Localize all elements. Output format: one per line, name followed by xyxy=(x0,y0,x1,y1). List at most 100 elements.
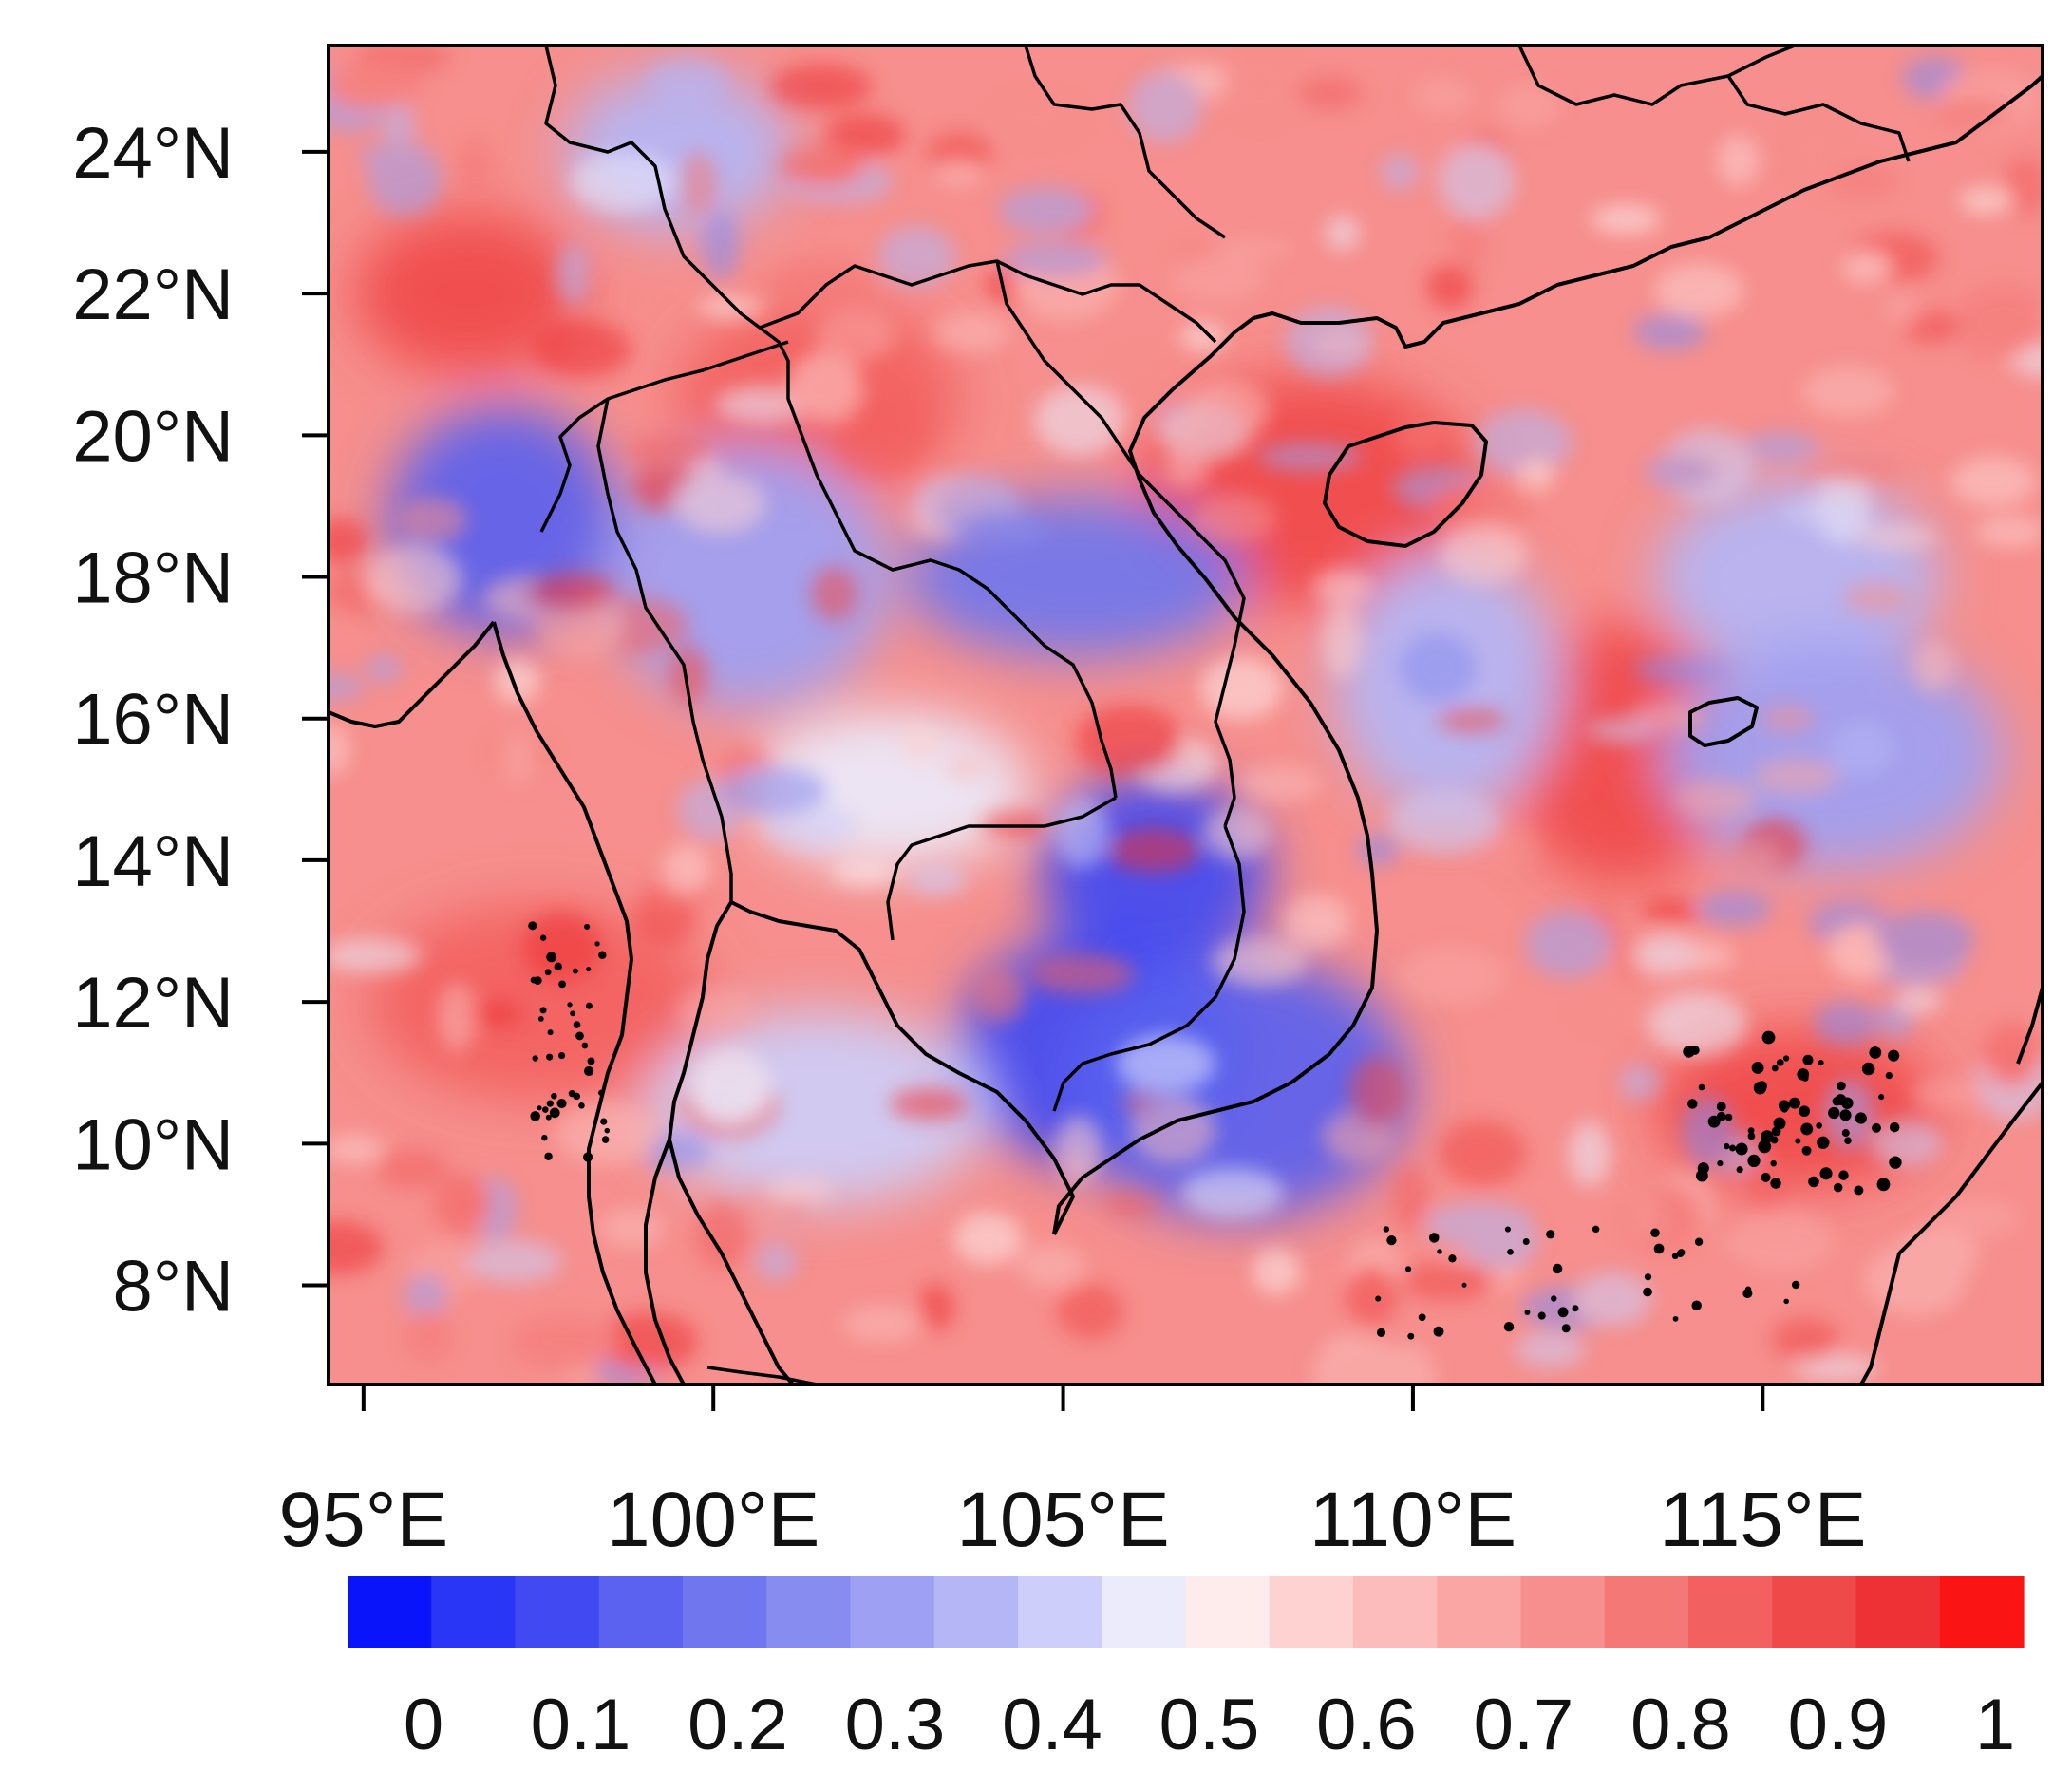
longitude-axis: 95°E 100°E 105°E 110°E 115°E xyxy=(278,1385,1866,1563)
island xyxy=(1644,1273,1652,1281)
colorbar-swatch xyxy=(683,1576,767,1648)
field-texture-cell xyxy=(1864,1244,1968,1316)
field-texture-cell xyxy=(1626,1186,1663,1242)
field-texture-cell xyxy=(405,1310,452,1363)
lat-tick-label: 22°N xyxy=(72,254,234,335)
island xyxy=(1407,1332,1415,1340)
island xyxy=(1592,1225,1600,1234)
field-texture-cell xyxy=(1674,779,1757,820)
field-texture-cell xyxy=(1645,454,1716,490)
field-texture-cell xyxy=(1731,843,1780,870)
lon-tick-label: 95°E xyxy=(278,1477,448,1563)
colorbar-label: 1 xyxy=(1975,1685,2015,1765)
island xyxy=(1537,1311,1546,1320)
field-texture-cell xyxy=(778,146,864,187)
field-texture-cell xyxy=(1207,236,1295,261)
island xyxy=(1801,1074,1809,1082)
field-texture-cell xyxy=(359,144,415,171)
island xyxy=(594,941,600,947)
island xyxy=(1778,1100,1791,1112)
field-texture-cell xyxy=(641,1131,711,1171)
field-texture-cell xyxy=(890,1087,969,1121)
field-texture-cell xyxy=(952,1212,1024,1266)
island xyxy=(1729,1144,1737,1152)
island xyxy=(1524,1309,1531,1315)
field-texture-cell xyxy=(1761,705,1815,732)
lat-tick-label: 14°N xyxy=(72,821,234,902)
island xyxy=(1832,1097,1842,1106)
field-texture-cell xyxy=(1827,924,1892,981)
colorbar-label: 0.1 xyxy=(531,1685,631,1765)
field-texture-cell xyxy=(1635,933,1700,976)
field-texture-cell xyxy=(376,1148,448,1189)
field-texture-cell xyxy=(787,351,863,422)
field-texture-cell xyxy=(1075,704,1183,777)
island xyxy=(1872,1122,1881,1133)
lat-tick-label: 12°N xyxy=(72,963,234,1044)
field-texture-cell xyxy=(1106,828,1201,873)
field-texture-cell xyxy=(755,1242,798,1281)
colorbar-label: 0 xyxy=(404,1685,443,1765)
field-texture-cell xyxy=(1411,76,1474,116)
island xyxy=(1808,1176,1819,1188)
field-texture-cell xyxy=(599,1208,666,1250)
island xyxy=(570,1010,576,1017)
field-texture-cell xyxy=(1633,312,1706,350)
island xyxy=(1643,1287,1652,1297)
colorbar-swatch xyxy=(431,1576,517,1648)
island xyxy=(541,1106,549,1113)
field-texture-cell xyxy=(974,968,1026,1023)
island xyxy=(1773,1117,1786,1130)
island xyxy=(1375,1295,1382,1302)
island xyxy=(1687,1099,1698,1109)
island xyxy=(604,1127,611,1134)
island xyxy=(1747,1154,1761,1168)
island xyxy=(1653,1243,1665,1254)
field-texture-cell xyxy=(1054,796,1109,869)
field-texture-cell xyxy=(1128,71,1202,142)
island xyxy=(1791,1280,1800,1290)
field-texture-cell xyxy=(1161,452,1210,489)
field-texture-cell xyxy=(597,1312,699,1371)
field-texture-cell xyxy=(1033,386,1123,456)
field-texture-cell xyxy=(1030,954,1135,994)
field-texture-cell xyxy=(1979,311,2043,348)
island xyxy=(1677,1249,1686,1256)
field-texture-cell xyxy=(329,1134,385,1164)
island xyxy=(1572,1305,1579,1312)
colorbar-swatch xyxy=(1018,1576,1102,1648)
field-texture-cell xyxy=(1199,657,1284,721)
island xyxy=(1522,1237,1530,1245)
field-texture-cell xyxy=(1388,789,1499,854)
island xyxy=(545,1114,552,1121)
field-texture-cell xyxy=(457,137,494,195)
colorbar xyxy=(348,1576,2025,1648)
island xyxy=(547,1029,554,1036)
island xyxy=(598,951,607,960)
field-texture-cell xyxy=(470,1000,522,1027)
island xyxy=(1751,1062,1764,1074)
island xyxy=(600,1118,608,1125)
island xyxy=(1736,1166,1743,1174)
field-texture-cell xyxy=(1515,1331,1586,1368)
island xyxy=(557,1052,566,1060)
island xyxy=(1878,1094,1885,1101)
field-texture-cell xyxy=(1311,330,1368,360)
island xyxy=(1833,1182,1843,1193)
colorbar-swatch xyxy=(1939,1576,2025,1648)
field-texture-cell xyxy=(1730,1209,1836,1273)
field-texture-cell xyxy=(511,1316,617,1368)
field-texture-cell xyxy=(1399,632,1477,703)
island xyxy=(1841,1129,1850,1138)
island xyxy=(1747,1127,1755,1134)
field-texture-cell xyxy=(1772,1317,1840,1363)
field-texture-cell xyxy=(1222,52,1297,121)
lat-tick-label: 10°N xyxy=(72,1104,234,1185)
field-texture-cell xyxy=(1252,1248,1302,1295)
island xyxy=(1889,1156,1902,1169)
colorbar-swatch xyxy=(766,1576,852,1648)
field-texture-cell xyxy=(1591,203,1662,235)
field-texture-cell xyxy=(366,654,402,683)
islands xyxy=(528,921,1902,1340)
island xyxy=(1461,1282,1467,1288)
